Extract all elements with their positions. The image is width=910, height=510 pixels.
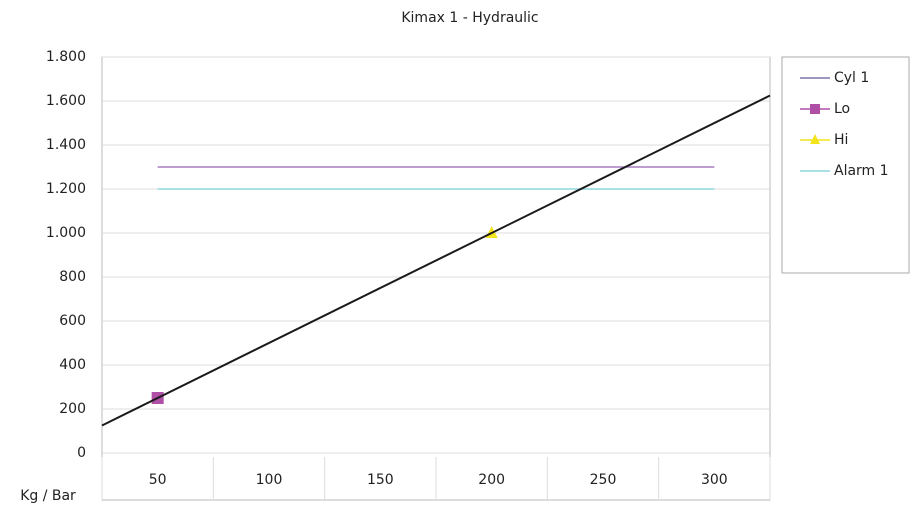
y-tick-label: 200 [59,401,86,417]
y-tick-label: 600 [59,313,86,329]
x-axis-label: Kg / Bar [20,488,76,504]
legend-marker [810,134,820,144]
legend-label: Lo [834,101,850,117]
legend-box [781,56,910,274]
y-tick-label: 400 [59,357,86,373]
x-tick-label: 200 [478,472,505,488]
chart-title: Kimax 1 - Hydraulic [401,10,538,26]
plot-area [101,56,771,501]
y-tick-label: 1.800 [46,49,86,65]
legend-marker [810,104,820,114]
y-tick-label: 1.200 [46,181,86,197]
y-tick-label: 1.000 [46,225,86,241]
y-tick-label: 0 [77,445,86,461]
x-tick-label: 250 [590,472,617,488]
y-tick-label: 1.400 [46,137,86,153]
x-tick-label: 300 [701,472,728,488]
legend-label: Alarm 1 [834,163,889,179]
y-tick-label: 800 [59,269,86,285]
x-tick-label: 150 [367,472,394,488]
x-tick-label: 50 [149,472,167,488]
legend-label: Cyl 1 [834,70,869,86]
x-tick-label: 100 [256,472,283,488]
series-line [101,94,771,427]
legend-label: Hi [834,132,848,148]
y-tick-label: 1.600 [46,93,86,109]
